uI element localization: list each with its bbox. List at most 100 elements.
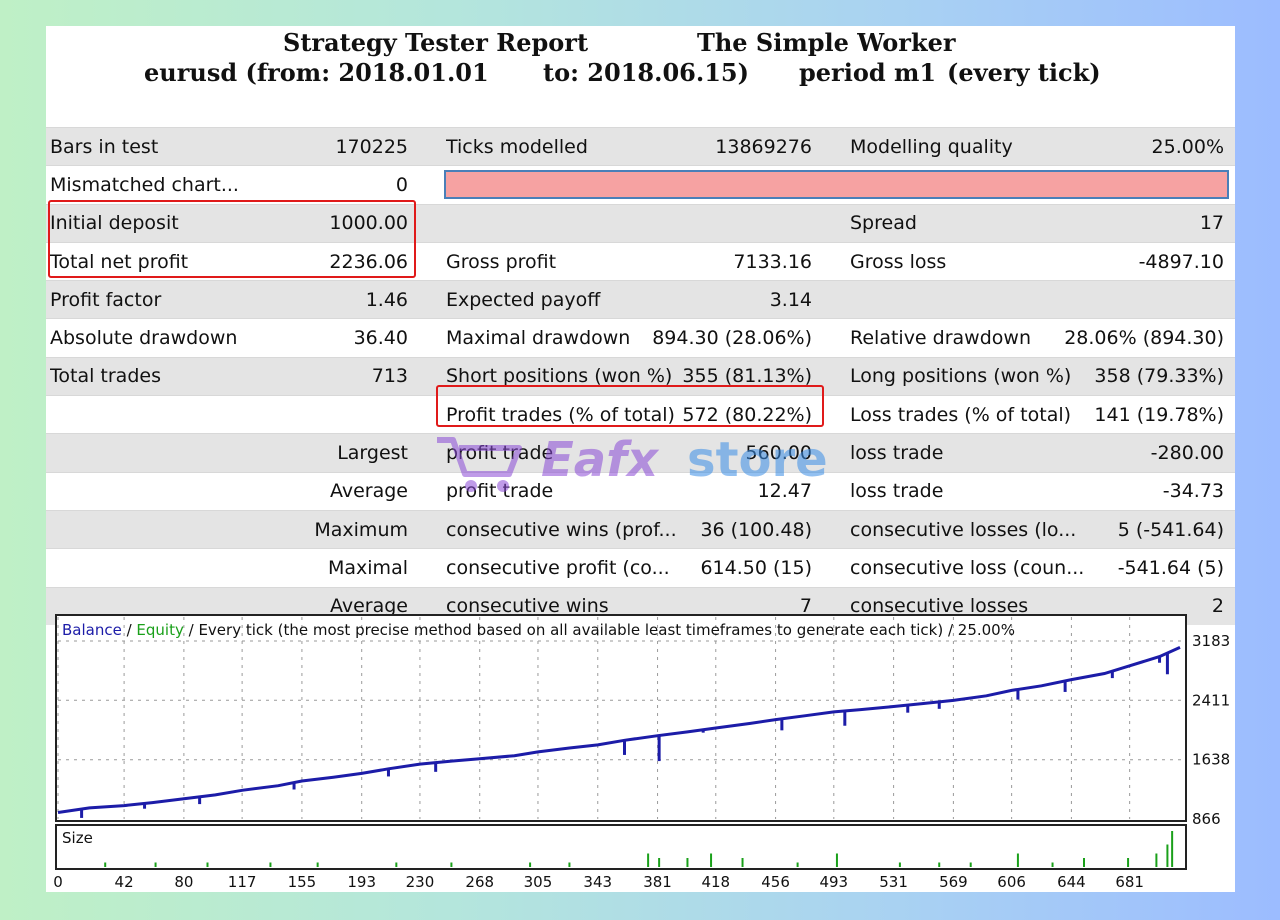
report-header: Strategy Tester Report The Simple Worker…	[46, 26, 1235, 126]
profittrades-value: 572 (80.22%)	[682, 403, 812, 426]
stats-row: Average profit trade 12.47 loss trade -3…	[46, 471, 1235, 510]
x-tick-label: 493	[819, 873, 848, 891]
ticks-label: Ticks modelled	[446, 135, 588, 158]
date-to: to: 2018.06.15)	[543, 58, 749, 87]
quality-value: 25.00%	[1151, 135, 1224, 158]
stats-table: Bars in test 170225 Ticks modelled 13869…	[46, 127, 1235, 625]
highlight-deposit-profit	[48, 200, 416, 278]
quality-label: Modelling quality	[850, 135, 1013, 158]
maxdd-value: 894.30 (28.06%)	[652, 327, 812, 350]
x-tick-label: 0	[53, 873, 63, 891]
stats-row: Profit factor 1.46 Expected payoff 3.14	[46, 280, 1235, 319]
maxdd-label: Maximal drawdown	[446, 327, 631, 350]
stats-row: Bars in test 170225 Ticks modelled 13869…	[46, 127, 1235, 166]
mismatch-value: 0	[395, 173, 408, 196]
legend-desc: / Every tick (the most precise method ba…	[183, 621, 1015, 639]
stats-row: Largest profit trade 560.00 loss trade -…	[46, 433, 1235, 472]
payoff-label: Expected payoff	[446, 288, 601, 311]
y-tick-label: 866	[1192, 810, 1221, 828]
avg-wins-value: 7	[799, 595, 812, 618]
stats-row: Mismatched chart... 0	[46, 165, 1235, 203]
losstrades-value: 141 (19.78%)	[1094, 403, 1224, 426]
maximal-loss-label: consecutive loss (coun...	[850, 556, 1085, 579]
x-tick-label: 644	[1057, 873, 1086, 891]
report-page: Strategy Tester Report The Simple Worker…	[46, 26, 1235, 892]
balance-chart: 0 42 80 117 155 193 230 268 305 343 381 418 456 493 53…	[46, 611, 1235, 892]
profittrades-label: Profit trades (% of total)	[446, 403, 675, 426]
x-tick-label: 117	[228, 873, 257, 891]
highlight-profit-trades	[436, 385, 824, 427]
x-tick-label: 268	[465, 873, 494, 891]
spread-value: 17	[1199, 212, 1224, 235]
bars-label: Bars in test	[50, 135, 159, 158]
y-tick-label: 2411	[1192, 691, 1230, 709]
max-wins-value: 36 (100.48)	[700, 518, 812, 541]
average2-label: Average	[329, 595, 408, 618]
max-wins-label: consecutive wins (prof...	[446, 518, 677, 541]
max-losses-label: consecutive losses (lo...	[850, 518, 1077, 541]
netprofit-value: 2236.06	[329, 250, 408, 273]
payoff-value: 3.14	[769, 288, 812, 311]
chart-legend: Balance / Equity / Every tick (the most …	[62, 621, 1015, 639]
x-tick-label: 531	[879, 873, 908, 891]
average-label: Average	[329, 480, 408, 503]
spread-label: Spread	[850, 212, 917, 235]
avg-loss-value: -34.73	[1162, 480, 1224, 503]
x-tick-label: 193	[347, 873, 376, 891]
grossprofit-value: 7133.16	[733, 250, 812, 273]
x-tick-label: 343	[583, 873, 612, 891]
stats-row: Maximal consecutive profit (co... 614.50…	[46, 548, 1235, 586]
x-tick-label: 155	[288, 873, 317, 891]
main-plot-frame	[55, 614, 1187, 822]
period: period m1	[799, 58, 937, 87]
x-tick-label: 456	[761, 873, 790, 891]
ticks-value: 13869276	[715, 135, 812, 158]
stats-row: Total net profit 2236.06 Gross profit 71…	[46, 241, 1235, 280]
legend-equity: Equity	[136, 621, 184, 639]
reldd-label: Relative drawdown	[850, 327, 1031, 350]
absdd-label: Absolute drawdown	[50, 327, 238, 350]
deposit-value: 1000.00	[329, 212, 408, 235]
grossloss-value: -4897.10	[1138, 250, 1224, 273]
losstrades-label: Loss trades (% of total)	[850, 403, 1072, 426]
grossloss-label: Gross loss	[850, 250, 947, 273]
maximal-profit-value: 614.50 (15)	[700, 556, 812, 579]
absdd-value: 36.40	[353, 327, 408, 350]
long-value: 358 (79.33%)	[1094, 365, 1224, 388]
netprofit-label: Total net profit	[50, 250, 189, 273]
avg-loss-label: loss trade	[850, 480, 944, 503]
legend-sep: /	[121, 621, 137, 639]
mismatch-bar	[444, 170, 1229, 200]
ea-name: The Simple Worker	[697, 28, 956, 57]
size-label: Size	[62, 829, 93, 847]
stats-row: Profit trades (% of total) 572 (80.22%) …	[46, 395, 1235, 433]
stats-row: Absolute drawdown 36.40 Maximal drawdown…	[46, 318, 1235, 356]
avg-losses-value: 2	[1211, 595, 1224, 618]
short-value: 355 (81.13%)	[682, 365, 812, 388]
grossprofit-label: Gross profit	[446, 250, 557, 273]
maximal-loss-value: -541.64 (5)	[1117, 556, 1224, 579]
largest-label: Largest	[337, 442, 408, 465]
x-tick-label: 80	[174, 873, 193, 891]
report-title: Strategy Tester Report	[283, 28, 589, 57]
size-plot-frame	[55, 824, 1187, 870]
model: (every tick)	[947, 58, 1101, 87]
x-tick-label: 42	[115, 873, 134, 891]
x-tick-label: 569	[939, 873, 968, 891]
maximal-profit-label: consecutive profit (co...	[446, 556, 670, 579]
chart-svg: 0 42 80 117 155 193 230 268 305 343 381 418 456 493 53…	[53, 614, 1230, 891]
deposit-label: Initial deposit	[50, 212, 179, 235]
trades-label: Total trades	[50, 365, 161, 388]
x-tick-label: 606	[997, 873, 1026, 891]
stats-row: Initial deposit 1000.00 Spread 17	[46, 203, 1235, 242]
balance-line	[57, 646, 1181, 814]
x-tick-label: 418	[701, 873, 730, 891]
pf-value: 1.46	[365, 288, 408, 311]
maximum-label: Maximum	[314, 518, 408, 541]
y-tick-label: 3183	[1192, 632, 1230, 650]
y-tick-label: 1638	[1192, 751, 1230, 769]
stats-row: Total trades 713 Short positions (won %)…	[46, 356, 1235, 396]
legend-balance: Balance	[62, 621, 122, 639]
largest-profit-value: 560.00	[745, 442, 812, 465]
max-losses-value: 5 (-541.64)	[1117, 518, 1224, 541]
